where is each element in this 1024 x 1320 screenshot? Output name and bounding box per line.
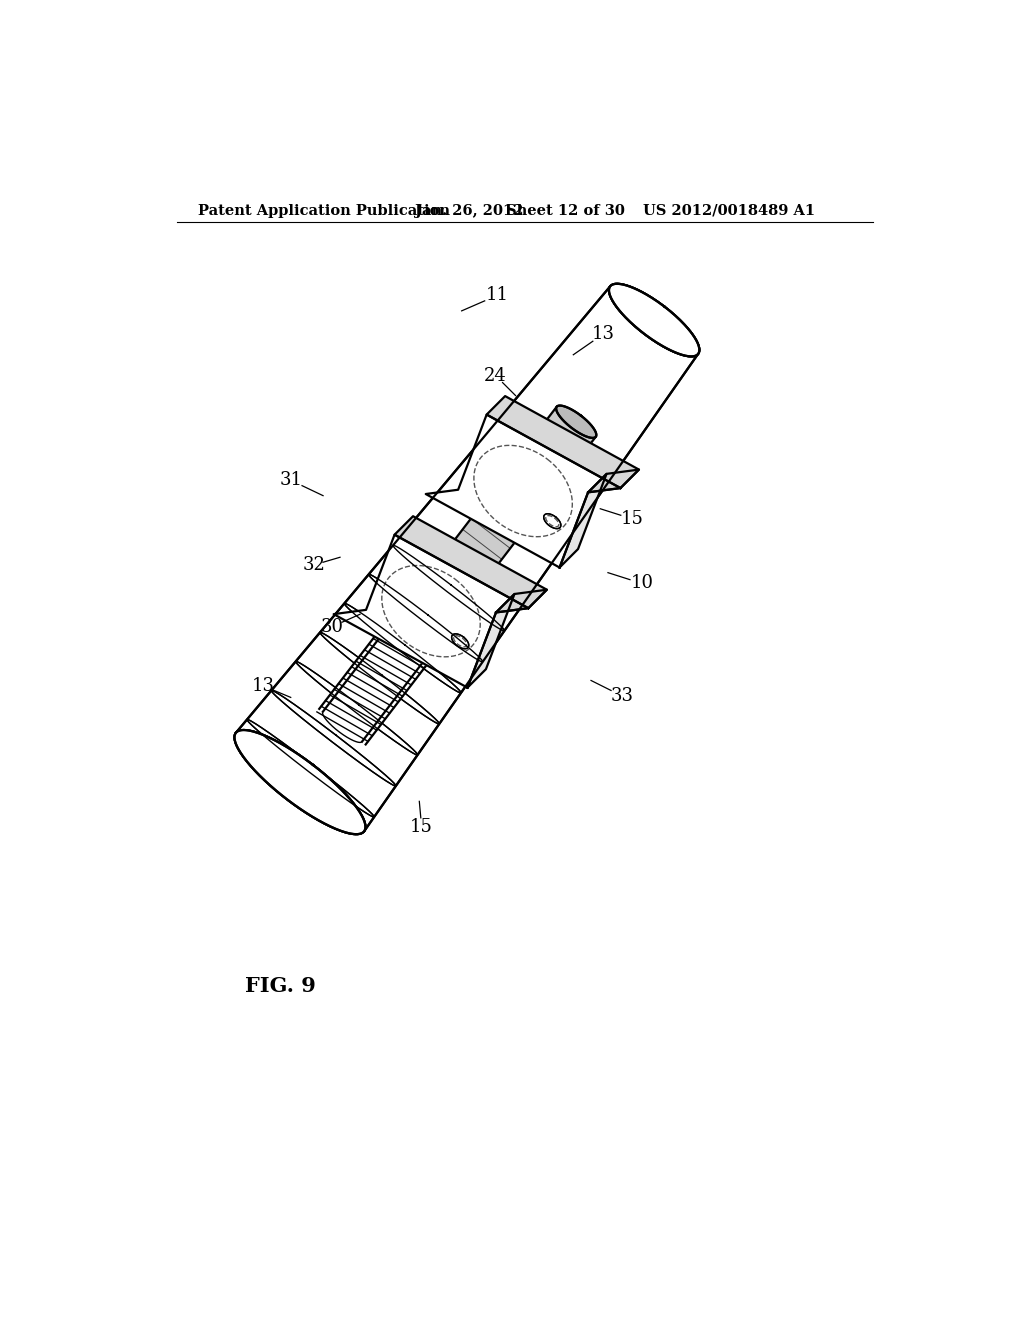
Polygon shape [544, 513, 561, 528]
Polygon shape [234, 730, 366, 834]
Polygon shape [452, 634, 469, 648]
Text: Sheet 12 of 30: Sheet 12 of 30 [506, 203, 626, 218]
Polygon shape [559, 474, 606, 568]
Polygon shape [323, 407, 596, 742]
Text: US 2012/0018489 A1: US 2012/0018489 A1 [643, 203, 815, 218]
Polygon shape [394, 516, 547, 609]
Polygon shape [426, 414, 621, 568]
Text: 32: 32 [302, 556, 326, 574]
Polygon shape [496, 590, 547, 612]
Polygon shape [556, 405, 596, 438]
Polygon shape [234, 730, 366, 834]
Text: 15: 15 [411, 818, 433, 836]
Text: Patent Application Publication: Patent Application Publication [199, 203, 451, 218]
Text: 15: 15 [621, 510, 643, 528]
Text: 24: 24 [484, 367, 507, 384]
Text: 11: 11 [485, 286, 509, 305]
Text: 10: 10 [631, 574, 653, 593]
Polygon shape [468, 594, 514, 688]
Text: 30: 30 [321, 618, 344, 635]
Polygon shape [334, 535, 528, 688]
Text: 31: 31 [280, 471, 302, 490]
Text: 33: 33 [610, 686, 633, 705]
Polygon shape [486, 396, 639, 488]
Text: 13: 13 [592, 325, 614, 343]
Text: Jan. 26, 2012: Jan. 26, 2012 [416, 203, 524, 218]
Polygon shape [319, 607, 443, 744]
Polygon shape [323, 711, 362, 742]
Polygon shape [588, 470, 639, 492]
Polygon shape [609, 284, 699, 356]
Polygon shape [609, 284, 699, 356]
Text: 13: 13 [252, 677, 274, 694]
Polygon shape [400, 407, 596, 640]
Polygon shape [236, 286, 698, 832]
Text: FIG. 9: FIG. 9 [245, 977, 315, 997]
